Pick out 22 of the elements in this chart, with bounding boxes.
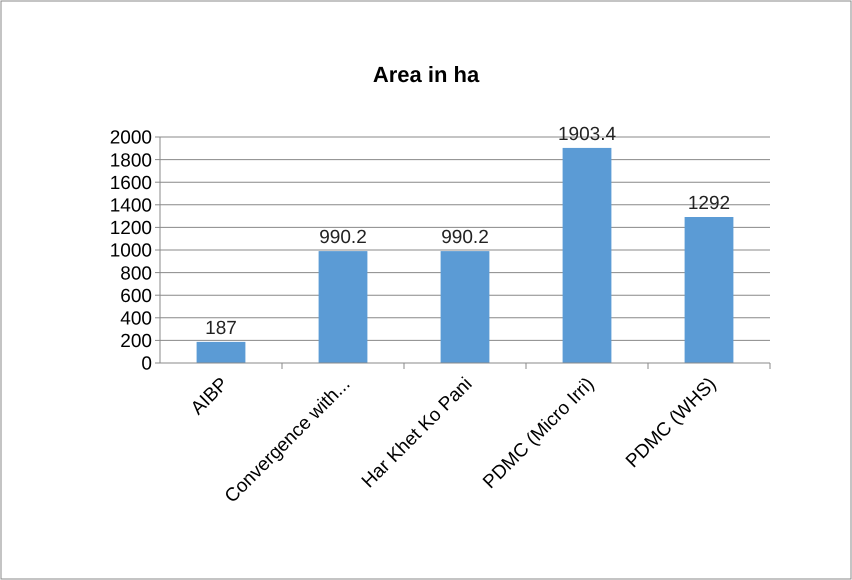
y-tick-label: 1200 <box>110 218 152 240</box>
y-tick-label: 0 <box>141 354 152 375</box>
y-tick-label: 800 <box>120 263 152 284</box>
data-label: 187 <box>205 318 237 339</box>
chart-title: Area in ha <box>372 62 480 87</box>
bar <box>318 251 368 363</box>
y-tick-label: 2000 <box>110 128 152 149</box>
data-label: 990.2 <box>441 227 489 248</box>
bar <box>562 148 612 363</box>
data-label: 990.2 <box>319 227 367 248</box>
y-tick-label: 200 <box>120 331 152 352</box>
y-tick-label: 1600 <box>110 172 152 194</box>
bar <box>196 342 246 363</box>
y-tick-label: 1400 <box>110 195 152 216</box>
data-label: 1903.4 <box>558 124 616 145</box>
bar <box>684 217 734 363</box>
y-tick-label: 400 <box>120 308 152 330</box>
data-label: 1292 <box>688 193 730 214</box>
y-tick-label: 1000 <box>110 240 152 262</box>
y-tick-label: 1800 <box>110 150 152 172</box>
y-tick-label: 600 <box>120 286 152 307</box>
bar <box>440 251 490 363</box>
